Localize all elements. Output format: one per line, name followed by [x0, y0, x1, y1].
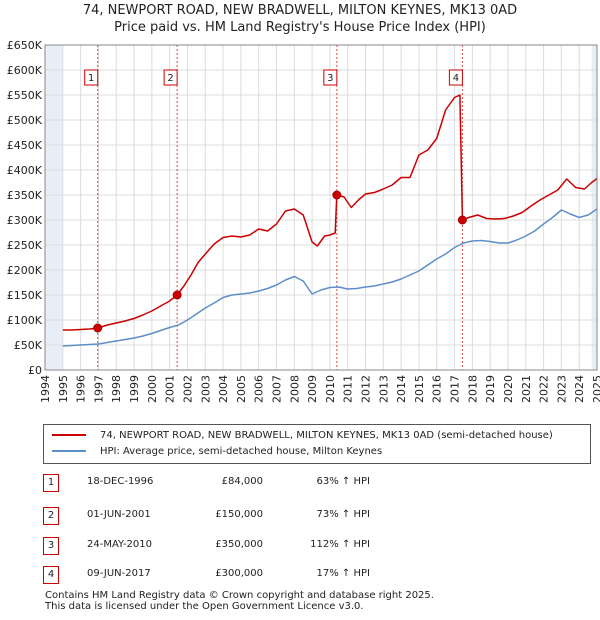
plot-area [45, 45, 597, 370]
x-tick-label: 2010 [324, 375, 337, 403]
y-tick-label: £550K [7, 89, 43, 102]
legend-item-hpi: HPI: Average price, semi-detached house,… [52, 444, 382, 460]
x-tick-label: 1996 [75, 375, 88, 403]
sale-label: 3 [327, 73, 333, 84]
sale-hpi-change: 73% ↑ HPI [316, 509, 370, 520]
y-tick-label: £0 [28, 364, 42, 377]
shaded-region [45, 45, 63, 370]
x-tick-label: 2009 [306, 375, 319, 403]
y-tick-label: £250K [7, 239, 43, 252]
x-tick-label: 1999 [128, 375, 141, 403]
sale-row: 3 24-MAY-2010 £350,000 112% ↑ HPI [43, 537, 589, 557]
sale-label-box [448, 69, 463, 86]
x-tick-label: 2018 [466, 375, 479, 403]
y-tick-label: £200K [7, 264, 43, 277]
sale-number-badge: 2 [43, 507, 59, 525]
sale-label-box [84, 69, 99, 86]
sale-label: 4 [453, 73, 459, 84]
chart-legend: 74, NEWPORT ROAD, NEW BRADWELL, MILTON K… [43, 424, 591, 464]
x-tick-label: 2020 [502, 375, 515, 403]
sale-point [332, 190, 342, 200]
sale-date: 01-JUN-2001 [87, 509, 151, 520]
sale-hpi-change: 112% ↑ HPI [310, 539, 370, 550]
legend-swatch-property [52, 434, 86, 436]
sale-point [172, 290, 182, 300]
x-tick-label: 2015 [413, 375, 426, 403]
y-tick-label: £600K [7, 64, 43, 77]
sale-price: £300,000 [215, 568, 263, 579]
x-tick-label: 1995 [57, 375, 70, 403]
y-tick-label: £50K [14, 339, 43, 352]
sale-hpi-change: 63% ↑ HPI [316, 476, 370, 487]
sale-date: 18-DEC-1996 [87, 476, 154, 487]
x-tick-label: 2003 [199, 375, 212, 403]
legend-item-property: 74, NEWPORT ROAD, NEW BRADWELL, MILTON K… [52, 428, 553, 444]
x-tick-label: 2014 [395, 375, 408, 403]
x-tick-label: 2017 [449, 375, 462, 403]
y-tick-label: £500K [7, 114, 43, 127]
attribution-footer: Contains HM Land Registry data © Crown c… [45, 590, 434, 612]
sale-row: 2 01-JUN-2001 £150,000 73% ↑ HPI [43, 507, 589, 527]
property-price-line [62, 94, 598, 331]
price-chart: £0 £50K £100K £150K £200K £250K £300K £350K £400… [7, 39, 600, 403]
plot-frame [44, 44, 598, 371]
x-tick-label: 2019 [484, 375, 497, 403]
footer-licence: This data is licensed under the Open Gov… [45, 601, 364, 612]
x-tick-label: 2001 [164, 375, 177, 403]
sale-number-badge: 3 [43, 537, 59, 555]
x-tick-label: 2006 [253, 375, 266, 403]
sale-point [457, 215, 467, 225]
hpi-line [62, 208, 598, 347]
y-tick-label: £450K [7, 139, 43, 152]
x-tick-label: 1998 [110, 375, 123, 403]
sale-date: 24-MAY-2010 [87, 539, 153, 550]
x-tick-label: 2011 [342, 375, 355, 403]
x-tick-label: 2021 [520, 375, 533, 403]
x-tick-label: 2002 [181, 375, 194, 403]
sale-label: 1 [88, 73, 94, 84]
chart-subtitle: Price paid vs. HM Land Registry's House … [114, 20, 486, 35]
sale-point [93, 323, 103, 333]
legend-swatch-hpi [52, 450, 86, 452]
sale-label-box [163, 69, 178, 86]
sale-hpi-change: 17% ↑ HPI [316, 568, 370, 579]
x-tick-label: 2016 [431, 375, 444, 403]
x-tick-label: 1997 [92, 375, 105, 403]
legend-label-property: 74, NEWPORT ROAD, NEW BRADWELL, MILTON K… [100, 430, 553, 441]
sale-row: 1 18-DEC-1996 £84,000 63% ↑ HPI [43, 474, 589, 494]
sale-number-badge: 1 [43, 474, 59, 492]
y-tick-label: £300K [7, 214, 43, 227]
sale-label-box [323, 69, 338, 86]
y-tick-label: £400K [7, 164, 43, 177]
x-tick-label: 2005 [235, 375, 248, 403]
sale-price: £350,000 [215, 539, 263, 550]
sale-price: £84,000 [221, 476, 263, 487]
footer-copyright: Contains HM Land Registry data © Crown c… [45, 590, 434, 601]
x-tick-label: 2024 [573, 375, 586, 403]
sale-price: £150,000 [215, 509, 263, 520]
shaded-region [591, 45, 597, 370]
x-tick-label: 2022 [538, 375, 551, 403]
x-tick-label: 2025 [591, 375, 600, 403]
sale-number-badge: 4 [43, 566, 59, 584]
x-tick-label: 2013 [377, 375, 390, 403]
y-tick-label: £650K [7, 39, 43, 52]
x-tick-label: 2023 [555, 375, 568, 403]
y-tick-label: £100K [7, 314, 43, 327]
y-tick-label: £350K [7, 189, 43, 202]
legend-label-hpi: HPI: Average price, semi-detached house,… [100, 446, 383, 457]
x-tick-label: 2012 [360, 375, 373, 403]
y-tick-label: £150K [7, 289, 43, 302]
chart-title-line1: 74, NEWPORT ROAD, NEW BRADWELL, MILTON K… [82, 3, 518, 18]
x-tick-label: 2000 [146, 375, 159, 403]
sale-label: 2 [167, 73, 173, 84]
x-tick-label: 2004 [217, 375, 230, 403]
sale-row: 4 09-JUN-2017 £300,000 17% ↑ HPI [43, 566, 589, 586]
x-tick-label: 2008 [288, 375, 301, 403]
x-tick-label: 2007 [270, 375, 283, 403]
x-tick-label: 1994 [39, 375, 52, 403]
sale-date: 09-JUN-2017 [87, 568, 151, 579]
